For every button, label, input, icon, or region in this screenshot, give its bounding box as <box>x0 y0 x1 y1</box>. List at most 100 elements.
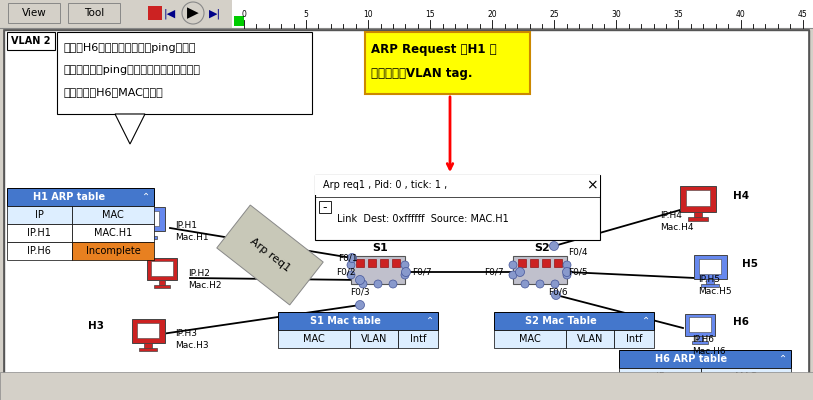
Bar <box>145 231 151 237</box>
Bar <box>154 286 171 288</box>
Bar <box>132 319 164 343</box>
Text: Intf: Intf <box>626 334 642 344</box>
Bar <box>692 342 708 344</box>
Text: H6 ARP table: H6 ARP table <box>655 354 728 364</box>
Text: IP.H1: IP.H1 <box>27 228 51 238</box>
Circle shape <box>402 268 411 276</box>
Text: 10: 10 <box>363 10 373 19</box>
Text: ▶|: ▶| <box>209 9 221 19</box>
Bar <box>614 330 654 348</box>
Text: Incomplete: Incomplete <box>85 246 141 256</box>
Circle shape <box>536 280 544 288</box>
Text: IP.H6: IP.H6 <box>27 246 51 256</box>
Text: F0/4: F0/4 <box>568 248 588 256</box>
Text: F0/1: F0/1 <box>338 254 358 262</box>
Text: VLAN: VLAN <box>361 334 387 344</box>
Text: H5: H5 <box>742 259 758 269</box>
Bar <box>554 259 562 267</box>
Circle shape <box>182 2 204 24</box>
Bar <box>542 259 550 267</box>
Circle shape <box>359 280 367 288</box>
Bar <box>148 6 162 20</box>
Bar <box>701 284 719 287</box>
Text: IP.H6: IP.H6 <box>648 390 672 400</box>
Bar <box>145 343 151 349</box>
Bar <box>494 312 654 330</box>
Bar <box>0 372 813 400</box>
Text: 20: 20 <box>488 10 497 19</box>
Text: IP.H1: IP.H1 <box>175 222 197 230</box>
Bar <box>619 350 791 368</box>
Text: Tool: Tool <box>84 8 104 18</box>
Text: View: View <box>22 8 46 18</box>
Bar <box>686 190 711 206</box>
Text: H1 ARP table: H1 ARP table <box>33 192 105 202</box>
Text: 40: 40 <box>736 10 746 19</box>
Circle shape <box>515 268 524 276</box>
Bar <box>350 330 398 348</box>
Text: ARP Request 被H1 发: ARP Request 被H1 发 <box>371 44 497 56</box>
Bar <box>137 322 159 338</box>
Text: Mac.H2: Mac.H2 <box>188 280 221 290</box>
Bar <box>234 16 244 26</box>
Bar <box>619 386 701 400</box>
Bar <box>7 206 72 224</box>
Text: ⌃: ⌃ <box>426 316 434 326</box>
Text: 25: 25 <box>550 10 559 19</box>
Bar <box>566 330 614 348</box>
Bar <box>494 330 566 348</box>
Text: Mac.H3: Mac.H3 <box>175 340 209 350</box>
Text: 35: 35 <box>674 10 684 19</box>
Bar <box>278 312 438 330</box>
Text: 0: 0 <box>241 10 246 19</box>
Text: S1: S1 <box>372 243 388 253</box>
Bar <box>57 32 312 114</box>
Bar <box>689 217 707 220</box>
Text: IP.H4: IP.H4 <box>660 212 682 220</box>
Text: MAC: MAC <box>520 334 541 344</box>
Circle shape <box>374 280 382 288</box>
Bar <box>68 3 120 23</box>
Text: Link  Dest: 0xffffff  Source: MAC.H1: Link Dest: 0xffffff Source: MAC.H1 <box>337 214 509 224</box>
Text: H4: H4 <box>733 191 749 201</box>
Text: Arp req1: Arp req1 <box>248 236 292 274</box>
Text: VLAN: VLAN <box>576 334 603 344</box>
Bar <box>365 32 530 94</box>
Circle shape <box>389 280 397 288</box>
Text: IP.H6: IP.H6 <box>692 336 714 344</box>
Circle shape <box>509 271 517 279</box>
Text: VLAN 2: VLAN 2 <box>11 36 50 46</box>
Bar <box>368 259 376 267</box>
Text: F0/7: F0/7 <box>485 268 504 276</box>
Text: F0/2: F0/2 <box>337 268 356 276</box>
Bar <box>706 279 714 285</box>
Text: -: - <box>323 202 328 214</box>
Bar <box>380 259 388 267</box>
Bar <box>139 348 157 351</box>
Text: Mac.H5: Mac.H5 <box>698 286 732 296</box>
Text: MAC.H6: MAC.H6 <box>727 390 765 400</box>
Text: Arp req1 , Pid: 0 , tick: 1 ,: Arp req1 , Pid: 0 , tick: 1 , <box>323 180 447 190</box>
Text: F0/6: F0/6 <box>548 288 567 296</box>
Bar <box>518 259 526 267</box>
Circle shape <box>551 290 560 300</box>
Circle shape <box>355 276 364 284</box>
Bar <box>278 330 350 348</box>
Bar <box>315 175 600 195</box>
Bar <box>689 317 711 332</box>
Bar <box>351 256 405 284</box>
Bar <box>398 330 438 348</box>
Text: IP.H2: IP.H2 <box>188 270 210 278</box>
Bar <box>701 368 791 386</box>
Bar <box>159 280 165 286</box>
Bar <box>319 201 331 213</box>
Circle shape <box>521 280 529 288</box>
Circle shape <box>401 261 409 269</box>
Circle shape <box>347 254 356 262</box>
Bar <box>619 368 701 386</box>
Text: H6: H6 <box>733 317 749 327</box>
Text: IP.H5: IP.H5 <box>698 276 720 284</box>
Circle shape <box>509 261 517 269</box>
Bar <box>139 236 157 239</box>
Text: 45: 45 <box>798 10 807 19</box>
